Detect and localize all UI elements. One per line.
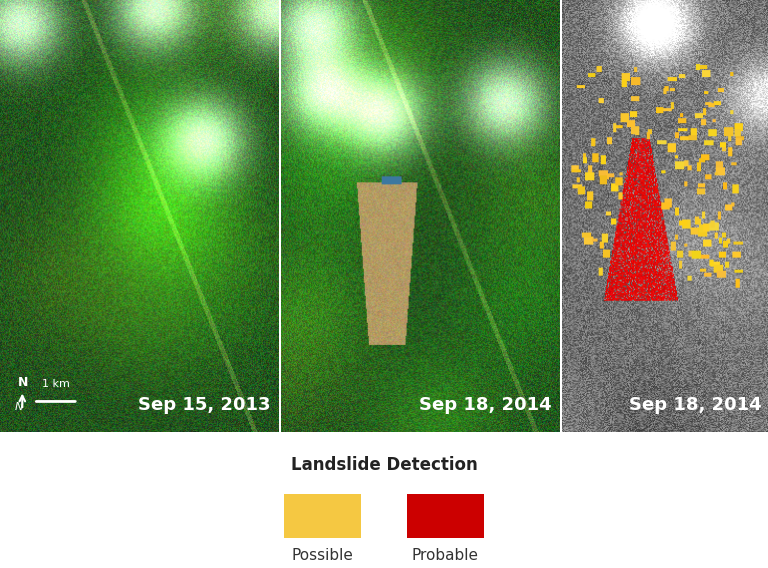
- Text: Possible: Possible: [292, 548, 353, 562]
- Text: N: N: [18, 375, 28, 389]
- Text: Sep 18, 2014: Sep 18, 2014: [419, 396, 551, 415]
- Bar: [407, 494, 484, 538]
- Text: Sep 18, 2014: Sep 18, 2014: [629, 396, 762, 415]
- Text: Sep 15, 2013: Sep 15, 2013: [138, 396, 270, 415]
- Text: 1 km: 1 km: [41, 378, 70, 389]
- Text: Probable: Probable: [412, 548, 479, 562]
- Text: Landslide Detection: Landslide Detection: [290, 456, 478, 474]
- Text: $\it{N}$: $\it{N}$: [14, 400, 24, 412]
- Bar: [284, 494, 361, 538]
